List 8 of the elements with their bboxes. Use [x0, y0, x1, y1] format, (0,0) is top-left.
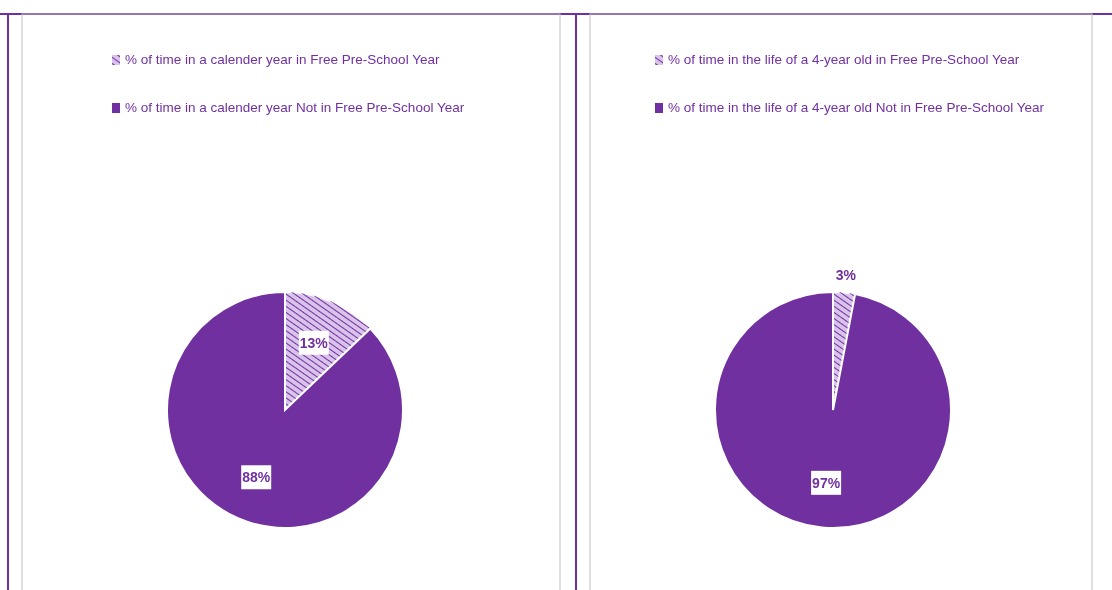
legend-label: % of time in the life of a 4-year old in Free Pre-School Year [668, 52, 1020, 67]
data-label: 97% [812, 474, 841, 491]
legend-label: % of time in a calender year Not in Free Pre-School Year [125, 100, 465, 115]
legend-label: % of time in a calender year in Free Pre-School Year [125, 52, 440, 67]
data-label: 13% [299, 334, 329, 351]
data-label: 3% [835, 266, 857, 283]
data-label: 88% [242, 469, 271, 486]
legend-label: % of time in the life of a 4-year old Not in Free Pre-School Year [668, 100, 1045, 115]
